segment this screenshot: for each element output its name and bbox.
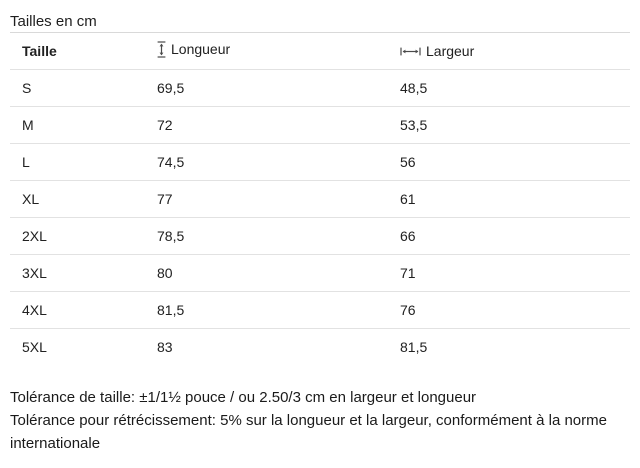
size-label: 5XL <box>22 338 47 355</box>
table-row-xl: XL 77 61 <box>10 180 630 218</box>
table-row-4xl: 4XL 81,5 76 <box>10 291 630 329</box>
size-label: 4XL <box>10 291 157 329</box>
length-value: 78,5 <box>157 217 400 255</box>
size-label: 2XL <box>10 217 157 255</box>
size-label: 3XL <box>10 254 157 292</box>
tolerance-notes: Tolérance de taille: ±1/1½ pouce / ou 2.… <box>10 386 630 455</box>
length-value: 80 <box>157 254 400 292</box>
width-value: 48,5 <box>400 69 630 107</box>
width-measure-icon <box>400 47 421 56</box>
column-header-longueur: Longueur <box>157 33 400 70</box>
width-value: 56 <box>400 143 630 181</box>
width-value: 53,5 <box>400 106 630 144</box>
length-value: 74,5 <box>157 143 400 181</box>
column-header-taille: Taille <box>10 33 157 70</box>
length-value: 81,5 <box>157 291 400 329</box>
size-table-body: S 69,5 48,5 M 72 53,5 L 74,5 56 XL 77 61… <box>10 69 630 365</box>
size-tolerance-note: Tolérance de taille: ±1/1½ pouce / ou 2.… <box>10 389 477 406</box>
width-value: 71 <box>400 254 630 292</box>
length-value: 69,5 <box>157 69 400 107</box>
width-value: 81,5 <box>400 338 428 355</box>
width-value: 61 <box>400 180 630 218</box>
length-value: 83 <box>157 338 173 355</box>
table-row-l: L 74,5 56 <box>10 143 630 181</box>
table-row-3xl: 3XL 80 71 <box>10 254 630 292</box>
table-row-5xl: 5XL 83 81,5 <box>10 328 630 365</box>
column-header-longueur-label: Longueur <box>171 41 231 58</box>
table-row-2xl: 2XL 78,5 66 <box>10 217 630 255</box>
length-measure-icon <box>157 41 166 58</box>
column-header-largeur-label: Largeur <box>426 43 475 59</box>
length-value: 77 <box>157 180 400 218</box>
shrink-tolerance-note: Tolérance pour rétrécissement: 5% sur la… <box>10 412 607 452</box>
size-label: S <box>10 69 157 107</box>
size-chart-title: Tailles en cm <box>10 0 630 33</box>
size-label: L <box>10 143 157 181</box>
size-table-header: Taille Longueur <box>10 33 630 70</box>
size-table: Taille Longueur <box>10 33 630 365</box>
table-row-m: M 72 53,5 <box>10 106 630 144</box>
size-chart-page: Tailles en cm Taille <box>10 0 630 455</box>
width-value: 76 <box>400 291 630 329</box>
size-label: XL <box>10 180 157 218</box>
width-value: 66 <box>400 217 630 255</box>
table-row-s: S 69,5 48,5 <box>10 69 630 107</box>
length-value: 72 <box>157 106 400 144</box>
column-header-largeur: Largeur <box>400 33 630 70</box>
size-label: M <box>10 106 157 144</box>
header-row: Taille Longueur <box>10 33 630 70</box>
